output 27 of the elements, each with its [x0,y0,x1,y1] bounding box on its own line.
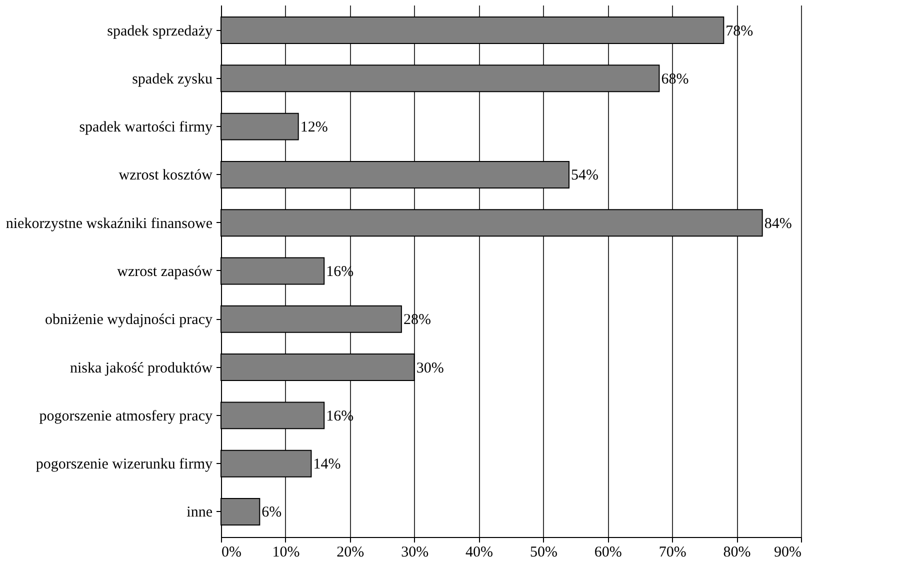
y-tick-label: niekorzystne wskaźniki finansowe [6,216,213,232]
x-tick-label: 60% [594,544,622,560]
x-tick-label: 50% [530,544,558,560]
y-tick-label: niska jakość produktów [70,360,213,376]
x-tick-label: 0% [222,544,242,560]
y-tick-label: wzrost kosztów [118,168,213,184]
data-label: 54% [571,168,598,184]
x-tick-label: 80% [723,544,751,560]
y-tick-label: obniżenie wydajności pracy [45,312,213,328]
y-tick-label: inne [186,504,213,521]
data-label: 84% [764,216,792,232]
data-label: 12% [300,120,328,136]
y-tick-label: spadek wartości firmy [79,120,213,136]
data-label: 6% [262,504,282,521]
x-tick-label: 30% [401,544,429,560]
y-tick-label: spadek sprzedaży [107,23,213,40]
x-tick-label: 70% [658,544,686,560]
x-tick-label: 20% [336,544,364,560]
y-tick-label: pogorszenie atmosfery pracy [39,408,213,424]
data-label: 30% [416,360,444,376]
x-tick-label: 10% [272,544,300,560]
y-tick-label: wzrost zapasów [117,264,213,280]
x-tick-label: 90% [774,544,802,560]
data-label: 14% [313,456,341,473]
y-tick-label: spadek zysku [132,71,213,88]
y-tick-label: pogorszenie wizerunku firmy [36,456,213,473]
x-tick-label: 40% [466,544,494,560]
